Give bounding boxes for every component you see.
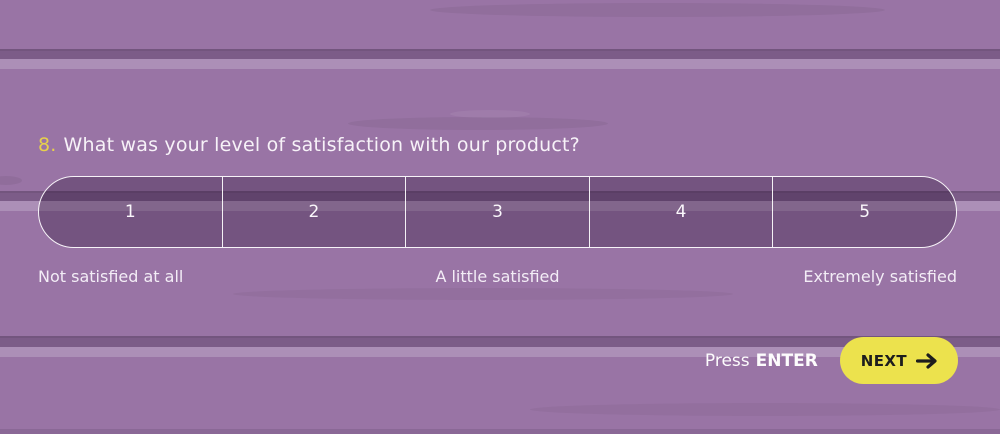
press-text: Press <box>704 350 750 371</box>
rating-option-2[interactable]: 2 <box>222 177 407 247</box>
background-texture <box>348 117 608 130</box>
rating-option-4[interactable]: 4 <box>589 177 774 247</box>
rating-scale: 1 2 3 4 5 <box>38 176 957 248</box>
rating-option-value: 5 <box>859 202 871 222</box>
scale-label-mid: A little satisfied <box>435 267 560 286</box>
scale-labels: Not satisfied at all A little satisfied … <box>38 267 957 289</box>
rating-option-value: 2 <box>308 202 320 222</box>
background-texture <box>450 110 530 118</box>
background-texture <box>430 3 885 17</box>
next-button[interactable]: NEXT <box>839 337 958 384</box>
background-stripe-light <box>0 347 1000 357</box>
question-text: What was your level of satisfaction with… <box>63 134 580 156</box>
enter-key-text: ENTER <box>755 350 818 371</box>
question-line: 8. What was your level of satisfaction wi… <box>38 133 580 157</box>
rating-option-value: 3 <box>492 202 503 222</box>
rating-option-5[interactable]: 5 <box>773 177 956 247</box>
background-texture <box>530 403 1000 416</box>
background-texture <box>233 288 733 300</box>
background-stripe-dark <box>0 336 1000 347</box>
press-enter-hint: Press ENTER <box>705 351 818 371</box>
background-stripe-light <box>0 59 1000 69</box>
rating-option-1[interactable]: 1 <box>39 177 223 247</box>
background-stripe-dark <box>0 49 1000 59</box>
scale-label-max: Extremely satisfied <box>803 267 957 286</box>
background-bottom-band <box>0 429 1000 434</box>
rating-option-3[interactable]: 3 <box>406 177 590 247</box>
footer: Press ENTER NEXT <box>705 337 958 384</box>
background-stripe-light <box>0 201 1000 211</box>
rating-option-value: 4 <box>675 202 687 222</box>
background-texture <box>0 176 22 185</box>
arrow-right-icon <box>916 352 938 369</box>
next-button-label: NEXT <box>860 351 907 370</box>
scale-label-min: Not satisfied at all <box>38 267 184 286</box>
background-stripe-dark <box>0 191 1000 201</box>
question-number: 8. <box>38 134 57 156</box>
rating-option-value: 1 <box>124 202 136 222</box>
